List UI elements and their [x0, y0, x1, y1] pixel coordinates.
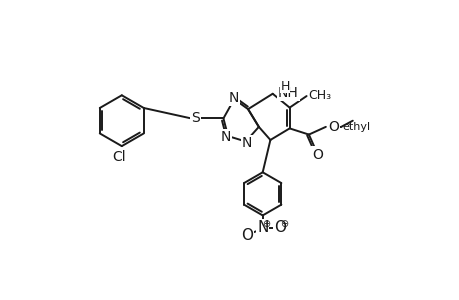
Text: N: N — [220, 130, 230, 144]
Text: O: O — [241, 228, 253, 243]
Text: N: N — [228, 92, 238, 105]
Text: ethyl: ethyl — [342, 122, 370, 132]
Text: S: S — [191, 111, 200, 125]
Text: O: O — [311, 148, 322, 162]
Text: Cl: Cl — [112, 150, 126, 164]
Text: H: H — [280, 80, 289, 92]
Text: ⊖: ⊖ — [280, 219, 288, 229]
Text: ⊕: ⊕ — [262, 219, 270, 229]
Text: N: N — [257, 220, 268, 235]
Text: O: O — [273, 220, 285, 235]
Text: CH₃: CH₃ — [308, 89, 330, 102]
Text: NH: NH — [278, 86, 298, 100]
Text: N: N — [241, 136, 252, 150]
Text: O: O — [327, 120, 338, 134]
